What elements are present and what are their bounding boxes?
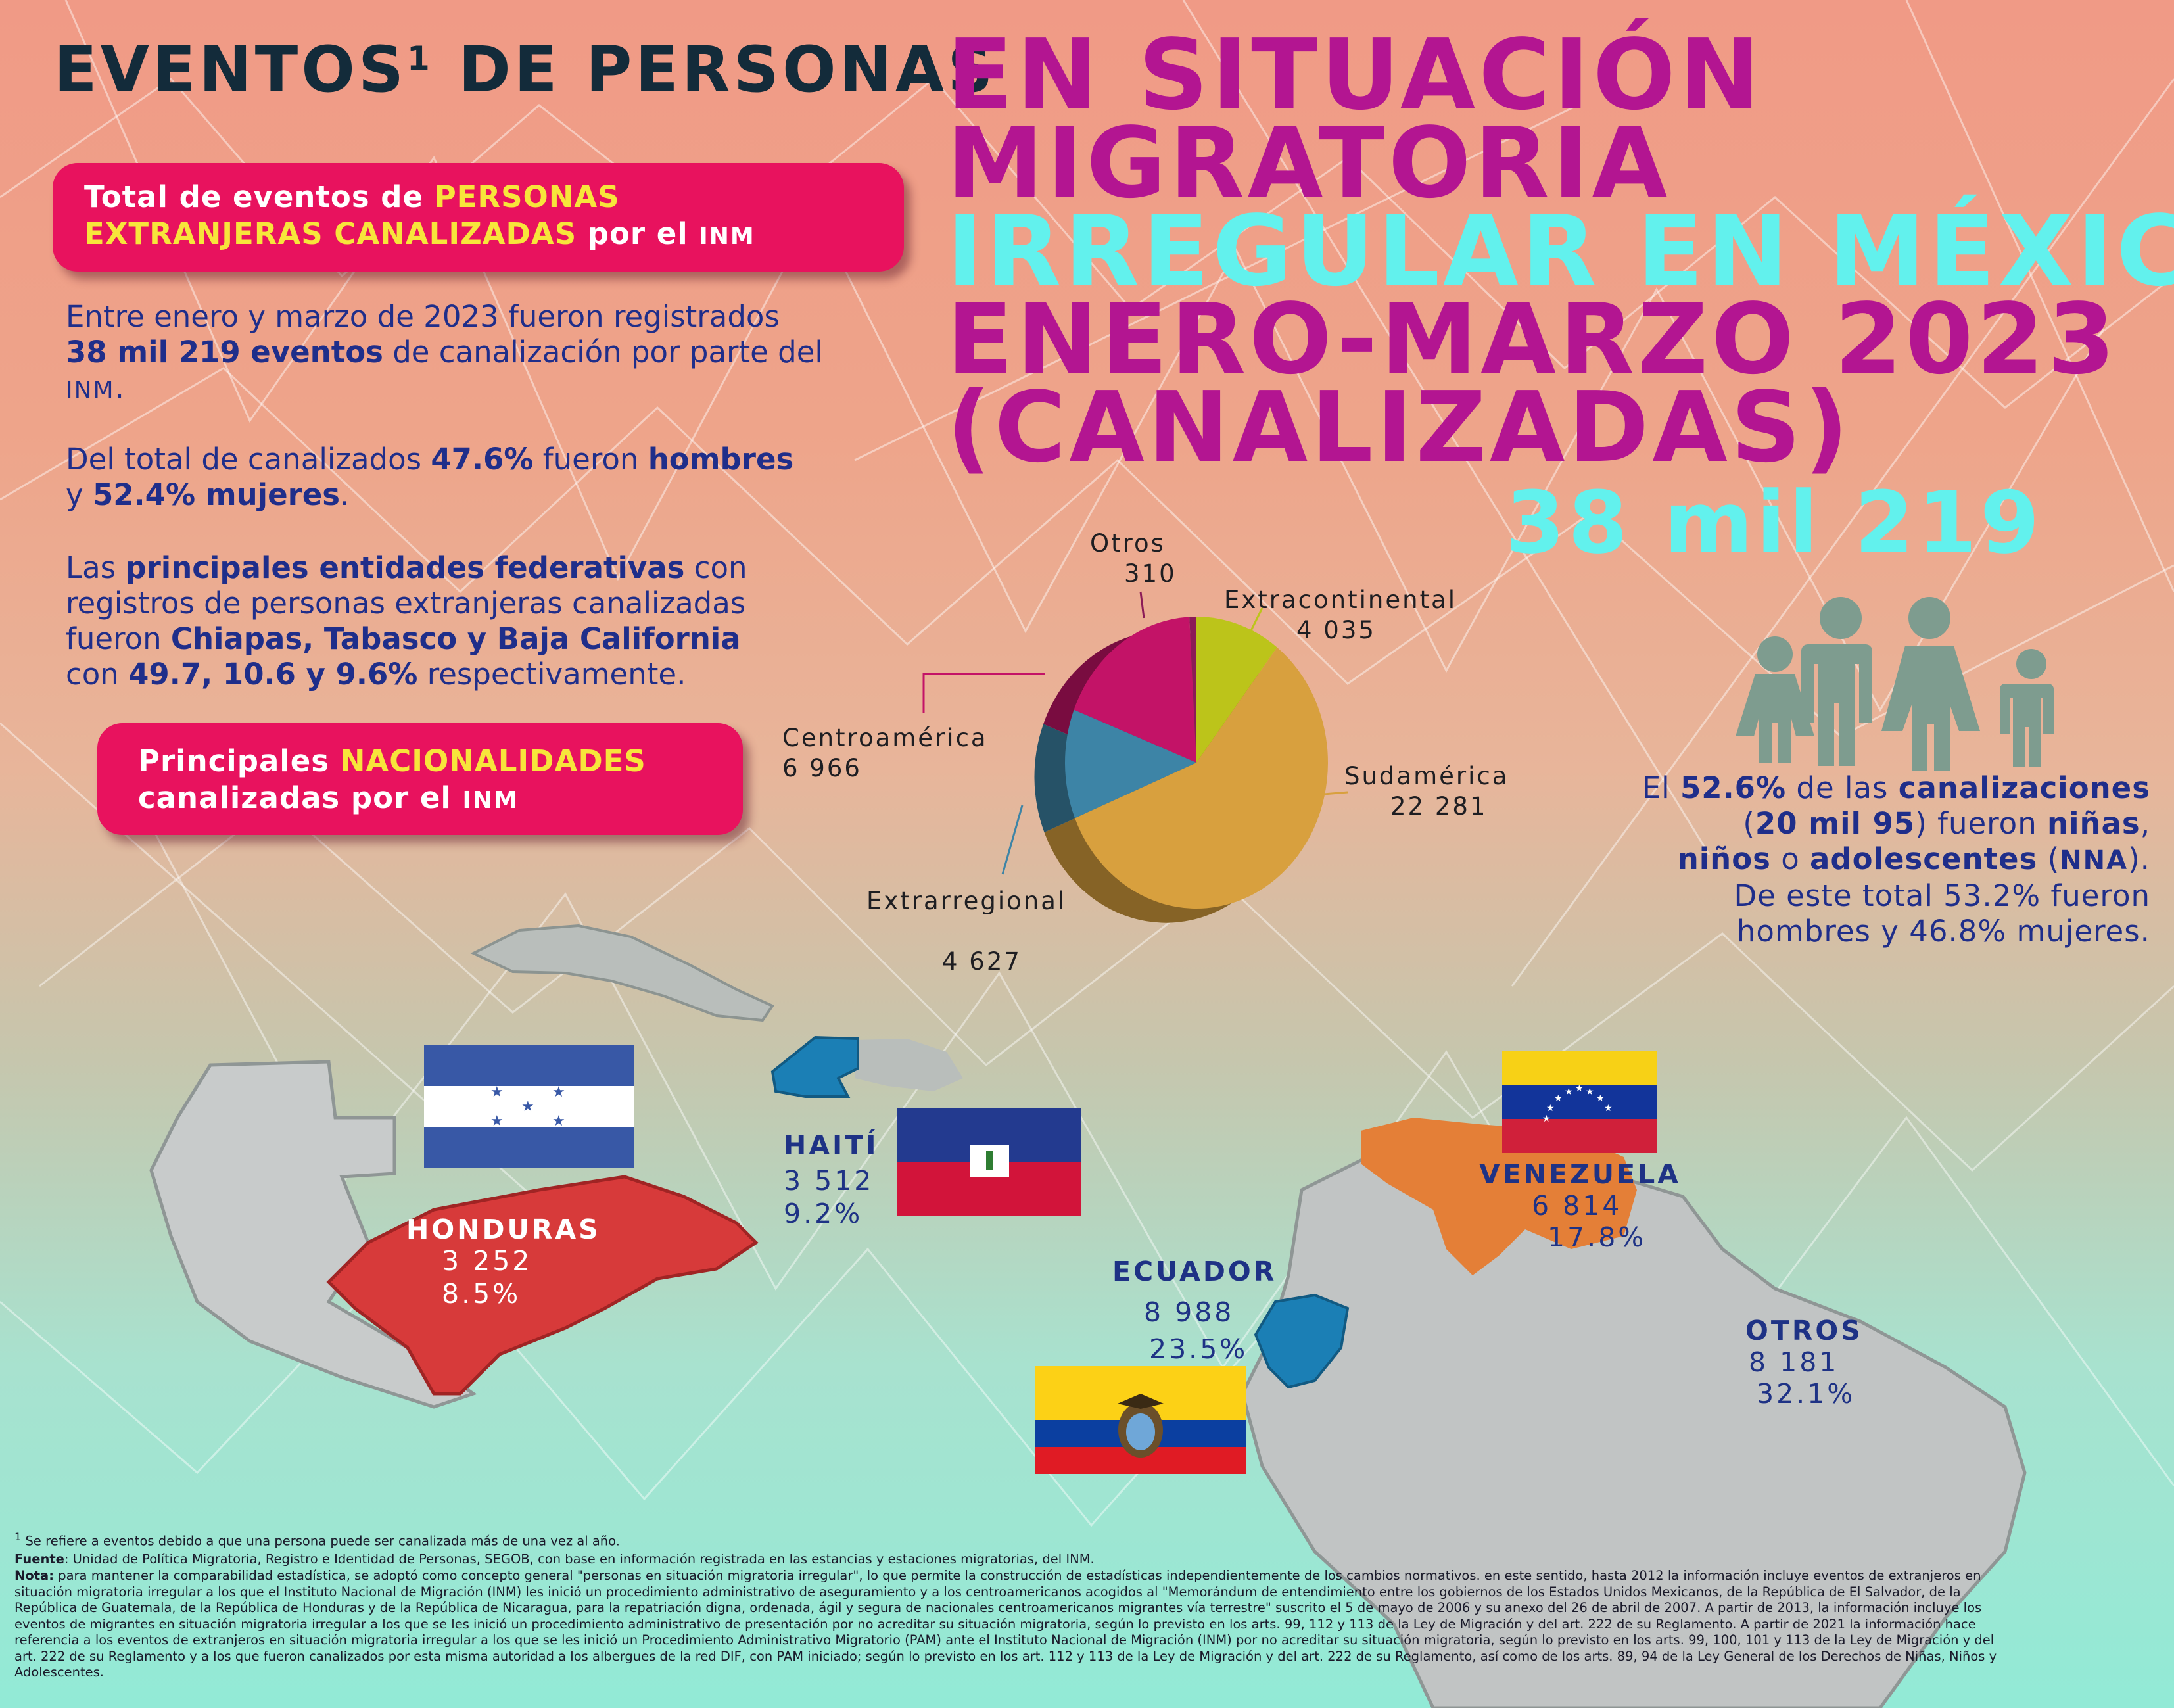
pie-leader-lines bbox=[922, 591, 1348, 875]
nna-text: El 52.6% de las canalizaciones (20 mil 9… bbox=[1642, 771, 2150, 949]
paragraph-sexo: Del total de canalizados 47.6% fueron ho… bbox=[66, 442, 794, 512]
pie-slices bbox=[1064, 617, 1328, 909]
svg-text:★: ★ bbox=[1546, 1103, 1555, 1114]
country-otros-pct: 32.1% bbox=[1757, 1378, 1856, 1410]
pie-slice-extrarregional bbox=[1064, 709, 1196, 818]
country-venezuela-pct: 17.8% bbox=[1548, 1222, 1647, 1253]
country-venezuela-value: 6 814 bbox=[1532, 1190, 1622, 1222]
pie-label-extrarregional: Extrarregional 4 627 bbox=[866, 887, 1067, 976]
country-venezuela-name: VENEZUELA bbox=[1479, 1158, 1681, 1190]
box-total-text: Total de eventos de PERSONAS EXTRANJERAS… bbox=[84, 179, 755, 251]
leader-extracontinental bbox=[1241, 607, 1264, 648]
svg-text:★: ★ bbox=[1586, 1087, 1594, 1097]
box-total-events bbox=[53, 163, 904, 272]
country-honduras-name: HONDURAS bbox=[406, 1214, 601, 1245]
total-figure: 38 mil 219 bbox=[1505, 473, 2043, 573]
leader-extrarregional bbox=[1001, 805, 1024, 875]
svg-text:★: ★ bbox=[1604, 1103, 1613, 1114]
leader-sudamerica bbox=[1308, 791, 1348, 797]
title-line-migratoria: MIGRATORIA bbox=[947, 107, 1671, 220]
svg-text:★: ★ bbox=[1554, 1093, 1563, 1104]
pie-label-extracontinental: Extracontinental 4 035 bbox=[1224, 586, 1457, 644]
title-line-situacion: EN SITUACIÓN bbox=[947, 18, 1764, 131]
country-haiti-pct: 9.2% bbox=[784, 1198, 863, 1229]
leader-centroamerica bbox=[922, 673, 1045, 713]
pie-slice-otros bbox=[1189, 617, 1196, 763]
title-line-irregular: IRREGULAR EN MÉXICO bbox=[947, 195, 2174, 308]
pie-label-otros: Otros 310 bbox=[1090, 529, 1177, 588]
country-haiti-name: HAITÍ bbox=[784, 1129, 879, 1161]
svg-text:★: ★ bbox=[1575, 1083, 1584, 1094]
svg-text:★: ★ bbox=[1596, 1093, 1605, 1104]
venezuela-shape bbox=[1361, 1118, 1637, 1275]
country-ecuador-value: 8 988 bbox=[1144, 1296, 1235, 1328]
haiti-shape bbox=[770, 1035, 859, 1098]
box-nacionalidades-text: Principales NACIONALIDADES canalizadas p… bbox=[138, 744, 646, 815]
country-otros-value: 8 181 bbox=[1749, 1346, 1839, 1378]
honduras-flag: ★ ★ ★ ★ ★ bbox=[424, 1045, 634, 1168]
svg-text:★: ★ bbox=[490, 1084, 504, 1101]
dominican-shape bbox=[855, 1039, 963, 1091]
title-line-periodo: ENERO-MARZO 2023 bbox=[947, 283, 2119, 396]
country-otros-name: OTROS bbox=[1745, 1315, 1863, 1346]
ecuador-flag bbox=[1035, 1366, 1246, 1474]
paragraph-registros: Entre enero y marzo de 2023 fueron regis… bbox=[66, 299, 823, 405]
country-honduras-value: 3 252 bbox=[442, 1245, 532, 1277]
pie-slice-centroamérica bbox=[1074, 617, 1196, 763]
svg-text:★: ★ bbox=[1542, 1114, 1551, 1124]
title-line-canalizadas: (CANALIZADAS) bbox=[947, 371, 1853, 484]
leader-otros bbox=[1139, 591, 1145, 619]
country-ecuador-name: ECUADOR bbox=[1112, 1256, 1277, 1287]
ecuador-shape bbox=[1254, 1293, 1350, 1389]
footnote-nota: Nota: para mantener la comparabilidad es… bbox=[14, 1568, 1997, 1680]
svg-text:★: ★ bbox=[1565, 1087, 1573, 1097]
paragraph-entidades: Las principales entidades federativas co… bbox=[66, 550, 747, 692]
box-nacionalidades bbox=[97, 723, 743, 835]
pie-slice-sudamérica bbox=[1074, 647, 1328, 909]
svg-text:★: ★ bbox=[521, 1099, 534, 1115]
country-haiti-value: 3 512 bbox=[784, 1165, 874, 1197]
haiti-flag bbox=[897, 1108, 1081, 1216]
country-honduras-pct: 8.5% bbox=[442, 1278, 521, 1310]
svg-text:★: ★ bbox=[552, 1113, 565, 1129]
family-figures bbox=[1736, 597, 2054, 771]
venezuela-flag: ★★★ ★ ★★ ★★ bbox=[1502, 1051, 1657, 1153]
pie-slice-extracontinental bbox=[1196, 617, 1277, 763]
cuba-shape bbox=[470, 924, 774, 1022]
country-ecuador-pct: 23.5% bbox=[1149, 1333, 1248, 1365]
footnote-1: 1 Se refiere a eventos debido a que una … bbox=[14, 1530, 620, 1549]
pie-label-sudamerica: Sudamérica 22 281 bbox=[1344, 762, 1509, 820]
footnote-fuente: Fuente: Unidad de Política Migratoria, R… bbox=[14, 1552, 1095, 1567]
honduras-shape bbox=[326, 1175, 759, 1396]
title-part-1: EVENTOS1 DE PERSONAS bbox=[54, 33, 997, 107]
svg-text:★: ★ bbox=[490, 1113, 504, 1129]
svg-text:★: ★ bbox=[552, 1084, 565, 1101]
pie-label-centroamerica: Centroamérica 6 966 bbox=[782, 724, 988, 782]
